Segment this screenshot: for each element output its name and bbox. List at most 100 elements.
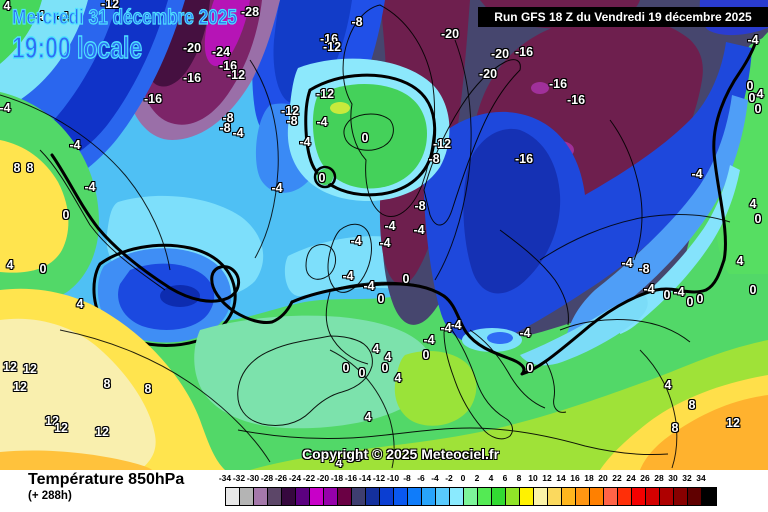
colorbar-tick: 20 [598,473,608,483]
colorbar-tick: -2 [445,473,453,483]
colorbar-tick: 28 [654,473,664,483]
temp-label: 8 [144,382,152,396]
colorbar-tick: 14 [556,473,566,483]
temp-label: -4 [84,180,96,194]
temp-label: -8 [219,121,231,135]
colorbar-cell [702,488,716,505]
temp-label: -4 [316,115,328,129]
colorbar-cell [422,488,436,505]
temp-label: 4 [6,258,14,272]
temp-label: 8 [26,161,34,175]
temp-label: 0 [696,292,704,306]
colorbar-tick: -8 [403,473,411,483]
colorbar-tick: 6 [502,473,508,483]
temp-label: 0 [361,131,369,145]
temp-label: -12 [280,104,300,118]
temp-label: -16 [218,59,238,73]
temp-label: -4 [363,279,375,293]
temp-label: 12 [54,421,68,435]
colorbar-cell [492,488,506,505]
temp-label: -4 [643,282,655,296]
colorbar-tick: -14 [358,473,372,483]
temp-label: -4 [69,138,81,152]
temp-label: -4 [384,219,396,233]
temp-label: -4 [747,33,759,47]
temp-label: -16 [514,152,534,166]
temp-label: -12 [100,0,120,11]
coastlines [39,4,691,456]
temp-label: -16 [319,32,339,46]
southern-warm-bands [0,288,768,470]
temp-label: 8 [671,421,679,435]
temp-label: 0 [377,292,385,306]
temp-label: 4 [384,350,392,364]
colorbar-tick: 18 [584,473,594,483]
colorbar-tick: 24 [626,473,636,483]
colorbar-tick: -24 [288,473,302,483]
temp-label: -16 [548,77,568,91]
temp-label: 8 [688,398,696,412]
colorbar-cell [352,488,366,505]
colorbar-tick: -4 [431,473,439,483]
temp-label: -12 [315,87,335,101]
colorbar-cell [576,488,590,505]
colorbar-tick: 4 [488,473,494,483]
colorbar-tick: -18 [330,473,344,483]
temp-label: 12 [13,380,27,394]
temp-label: 0 [39,262,47,276]
temp-label: -8 [286,114,298,128]
temp-label: 4 [749,197,757,211]
colorbar-cell [674,488,688,505]
colorbar-cell [478,488,492,505]
colorbar-cell [282,488,296,505]
temp-label: -4 [299,135,311,149]
colorbar-tick: -20 [316,473,330,483]
colorbar-cell [604,488,618,505]
temp-label: 0 [749,283,757,297]
temp-label: -4 [450,318,462,332]
temp-label: -8 [428,152,440,166]
colorbar-tick: 10 [528,473,538,483]
temp-label: 4 [664,378,672,392]
temp-label: 0 [422,348,430,362]
colorbar-tick: -10 [386,473,400,483]
colorbar-tick: -22 [302,473,316,483]
temp-label: 0 [754,102,762,116]
temp-label: 4 [335,456,343,470]
thin-isotherms [0,39,731,469]
temp-label: 4 [372,342,380,356]
temp-label: -16 [182,71,202,85]
temp-label: -4 [519,326,531,340]
colorbar-tick: -6 [417,473,425,483]
run-info-text: Run GFS 18 Z du Vendredi 19 décembre 202… [494,10,752,24]
temp-label: -4 [621,256,633,270]
colorbar-cell [618,488,632,505]
legend-title: Température 850hPa [28,471,185,488]
temp-label: -4 [350,234,362,248]
temp-label: 4 [364,410,372,424]
colorbar-tick: 32 [682,473,692,483]
colorbar-cell [268,488,282,505]
colorbar-tick: -28 [260,473,274,483]
temp-label: 0 [526,361,534,375]
iberia-mint-region [194,315,477,429]
temp-label: 4 [394,371,402,385]
colorbar-cell [632,488,646,505]
colorbar-cell [408,488,422,505]
temp-label: -20 [440,27,460,41]
colorbar-cell [366,488,380,505]
temp-label: -4 [673,285,685,299]
temp-label: 12 [23,362,37,376]
legend-forecast-hour: (+ 288h) [28,490,72,502]
colorbar-tick: 22 [612,473,622,483]
temp-label: -16 [143,92,163,106]
temp-label: 12 [95,425,109,439]
temp-label: -4 [271,181,283,195]
colorbar-cell [646,488,660,505]
colorbar-tick: 2 [474,473,480,483]
colorbar-tick: -16 [344,473,358,483]
colorbar-tick: 8 [516,473,522,483]
temp-label: -4 [691,167,703,181]
temp-label: 0 [381,361,389,375]
colorbar-tick: -26 [274,473,288,483]
